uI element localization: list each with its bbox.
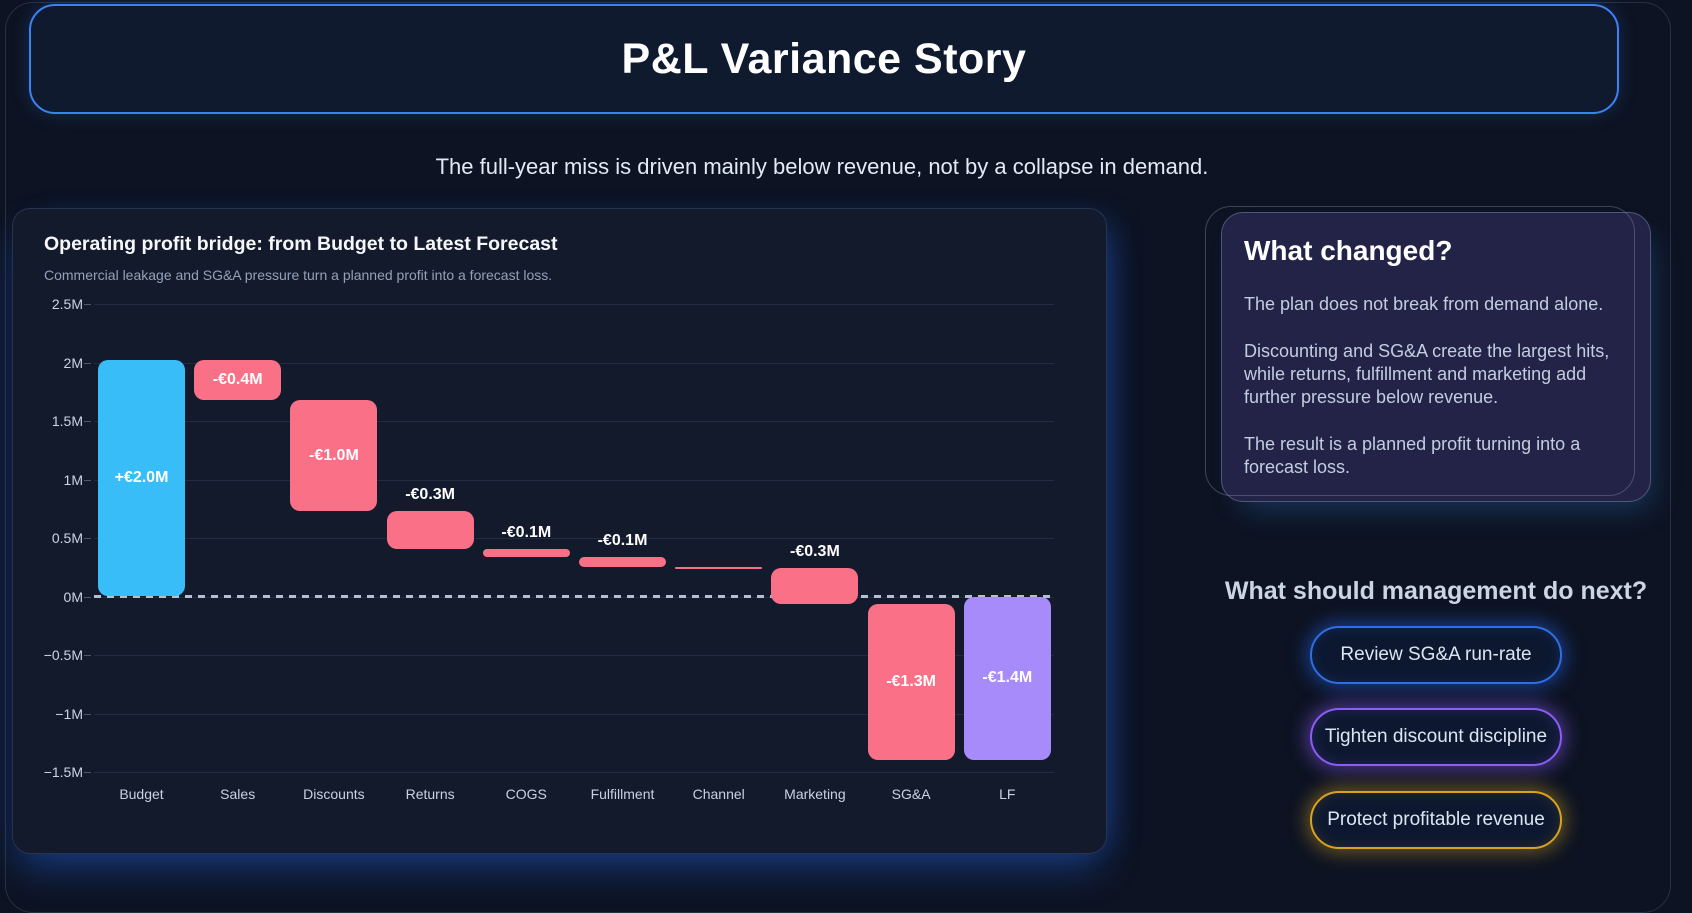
- x-axis-label: Budget: [119, 786, 164, 802]
- y-axis-label: 1.5M: [51, 413, 83, 429]
- bar-value-label: -€1.0M: [308, 446, 359, 464]
- bar-cogs: [482, 548, 570, 557]
- y-axis-tick: [84, 713, 91, 715]
- bar-lf: [963, 596, 1051, 761]
- y-axis-label: 2.5M: [51, 296, 83, 312]
- y-axis-tick: [84, 596, 91, 598]
- bar-value-label: -€0.1M: [501, 523, 552, 541]
- y-axis-tick: [84, 479, 91, 481]
- gridline: [94, 772, 1054, 773]
- chart-subtitle: Commercial leakage and SG&A pressure tur…: [44, 267, 553, 283]
- x-axis-label: Discounts: [303, 786, 365, 802]
- y-axis-tick: [84, 304, 91, 305]
- x-axis-label: Marketing: [784, 786, 846, 802]
- x-axis-label: Sales: [220, 786, 256, 802]
- gridline: [94, 479, 1054, 481]
- title-banner: P&L Variance Story: [29, 4, 1619, 114]
- page-subtitle: The full-year miss is driven mainly belo…: [435, 154, 1209, 179]
- bar-value-label: -€0.1M: [597, 531, 648, 549]
- plot-area: 2.5M 2M 1.5M 1M 0.5M 0M −0.5M −1M −1.5M +€2.0M Bud…: [44, 296, 1054, 802]
- bar-returns: [386, 511, 474, 549]
- bar-fulfillment: [579, 556, 666, 568]
- x-axis-label: Returns: [405, 786, 455, 802]
- y-axis-label: −0.5M: [43, 647, 83, 663]
- tighten-discount-discipline-button[interactable]: Tighten discount discipline: [1310, 708, 1562, 766]
- gridline: [94, 538, 1054, 539]
- bar-value-label: -€0.3M: [789, 543, 840, 561]
- gridline: [94, 362, 1054, 364]
- y-axis-label: 2M: [63, 354, 83, 371]
- insight-paragraph: The plan does not break from demand alon…: [1244, 294, 1604, 314]
- zero-baseline: [94, 595, 1054, 598]
- chart-title: Operating profit bridge: from Budget to …: [44, 233, 558, 255]
- bar-sales: [194, 360, 282, 400]
- bar-sg-a: [867, 603, 955, 761]
- bar-value-label: -€0.4M: [212, 371, 263, 389]
- y-axis-label: 0.5M: [51, 530, 83, 546]
- y-axis-tick: [84, 538, 91, 539]
- chart-card: Operating profit bridge: from Budget to …: [12, 208, 1107, 854]
- x-axis-label: Fulfillment: [590, 786, 655, 802]
- review-sga-run-rate-button[interactable]: Review SG&A run-rate: [1310, 626, 1562, 684]
- protect-profitable-revenue-button[interactable]: Protect profitable revenue: [1310, 791, 1562, 849]
- y-axis-tick: [84, 362, 91, 364]
- bar-discounts: [290, 399, 378, 512]
- x-axis-label: Channel: [692, 786, 745, 802]
- x-axis-label: LF: [999, 786, 1016, 802]
- bar-value-label: +€2.0M: [114, 469, 169, 487]
- bar-value-label: -€0.3M: [405, 486, 455, 504]
- gridline: [94, 655, 1054, 656]
- y-axis-label: 0M: [63, 588, 83, 605]
- gridline: [94, 304, 1054, 305]
- x-axis-label: SG&A: [891, 786, 931, 802]
- gridline: [94, 421, 1054, 422]
- bar-value-label: -€1.3M: [886, 672, 936, 690]
- x-axis-label: COGS: [505, 786, 547, 802]
- y-axis-label: −1.5M: [43, 764, 83, 780]
- bar-budget: [98, 360, 185, 597]
- actions-heading: What should management do next?: [1224, 576, 1648, 605]
- y-axis-tick: [84, 772, 91, 773]
- gridline: [94, 713, 1054, 715]
- bar-value-label: -€1.4M: [982, 669, 1033, 687]
- y-axis-tick: [84, 655, 91, 656]
- insight-card: What changed? The plan does not break fr…: [1205, 206, 1651, 502]
- insight-card-title: What changed?: [1244, 235, 1453, 266]
- bar-channel: [675, 567, 763, 570]
- y-axis-tick: [84, 421, 91, 422]
- insight-paragraph: Discounting and SG&A create the largest …: [1244, 341, 1610, 407]
- bar-marketing: [771, 568, 859, 604]
- y-axis-label: −1M: [55, 705, 83, 722]
- insight-paragraph: The result is a planned profit turning i…: [1244, 434, 1581, 477]
- y-axis-label: 1M: [63, 471, 83, 488]
- page-title: P&L Variance Story: [621, 34, 1027, 83]
